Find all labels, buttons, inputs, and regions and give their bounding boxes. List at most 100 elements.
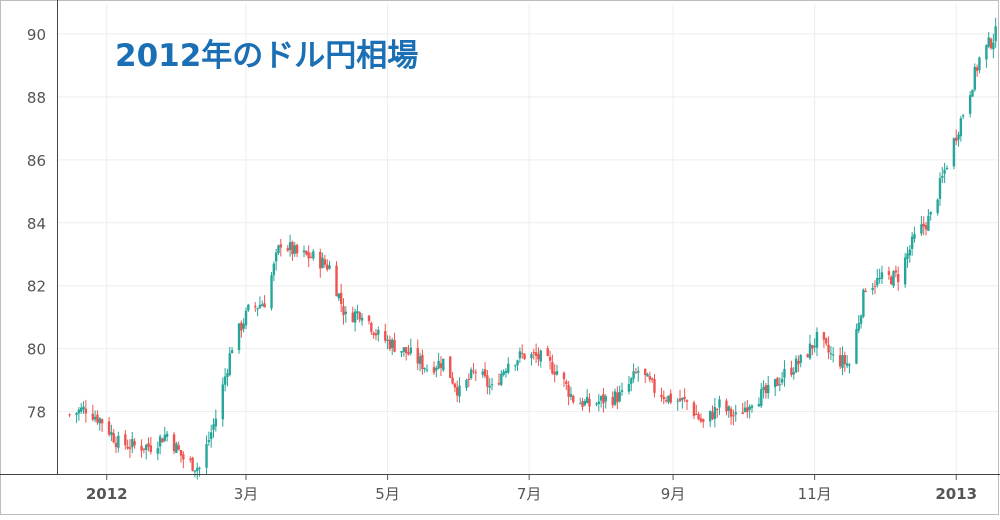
candle-body [490,384,494,386]
candle-body [585,396,589,403]
candle-body [971,89,974,97]
candle-body [669,393,672,403]
y-tick-label: 86 [27,152,46,170]
candle-body [790,367,793,375]
candle-body [442,358,445,371]
x-tick-label: 11月 [798,485,832,503]
candle-body [811,344,814,349]
candle-body [985,44,988,60]
candle-body [326,264,329,270]
candle-body [504,370,508,374]
candle-body [702,419,705,422]
candle-body [794,358,798,373]
candle-body [588,398,591,407]
candle-body [295,244,299,254]
candle-body [451,377,454,384]
candle-body [841,355,844,368]
candle-body [161,438,164,443]
candle-body [825,338,828,344]
candle-body [553,371,556,375]
candle-body [288,242,292,250]
candle-body [741,412,744,414]
candle-body [165,433,169,437]
candle-body [843,355,847,365]
candle-body [697,414,700,420]
candle-body [223,376,227,385]
candle-body [975,67,979,71]
candle-body [140,445,143,451]
candle-body [750,405,754,408]
candle-body [360,317,364,321]
candle-body [813,345,816,348]
candle-body [149,445,153,453]
candle-body [908,249,912,256]
candle-body [402,347,406,352]
candle-body [572,395,575,403]
candle-body [68,414,71,416]
candle-body [604,396,607,402]
candle-body [453,383,457,388]
candle-body [367,315,371,322]
candle-body [309,256,313,258]
candle-body [286,248,289,251]
candle-body [579,403,582,405]
candle-body [272,263,276,276]
candle-body [474,372,477,374]
candle-body [472,370,475,372]
candle-body [356,311,359,314]
candle-body [337,293,341,299]
candle-body [277,245,280,254]
candle-body [312,251,315,259]
candle-body [729,408,733,417]
candle-body [240,322,243,331]
candle-body [548,356,552,361]
candle-body [992,42,995,50]
candle-body [968,95,972,114]
candle-body [618,391,621,402]
candle-body [797,360,800,365]
candle-body [242,323,245,329]
candle-body [827,344,830,353]
candle-body [862,289,865,317]
candle-body [945,167,949,170]
candle-body [98,418,101,424]
candle-body [182,454,185,460]
candle-body [530,354,533,359]
candle-body [458,385,461,397]
candle-body [711,411,714,420]
candle-body [832,354,835,356]
candle-body [156,448,160,454]
candle-body [374,333,378,336]
candle-body [938,178,942,199]
candle-body [941,175,944,178]
candle-body [767,384,770,394]
candle-body [537,354,540,360]
candle-body [567,385,570,397]
candle-body [806,354,809,358]
candle-body [439,363,443,368]
candle-body [142,448,146,450]
candle-body [293,245,296,254]
candle-body [279,244,283,248]
candle-body [177,445,180,450]
candle-body [713,406,717,420]
y-tick-label: 84 [27,215,46,233]
candle-body [746,407,749,413]
candle-body [864,290,867,292]
candle-body [388,339,392,349]
candle-body [502,371,505,375]
candle-body [667,395,670,403]
candle-body [520,353,524,355]
candle-body [534,352,538,356]
candle-body [144,444,148,451]
candle-body [583,400,587,406]
candle-body [748,406,751,410]
candle-body [896,273,900,283]
candle-body [634,372,638,374]
candle-body [400,351,403,353]
candle-body [117,435,120,448]
candle-body [497,382,501,385]
candle-body [205,444,208,468]
candle-body [114,442,118,447]
